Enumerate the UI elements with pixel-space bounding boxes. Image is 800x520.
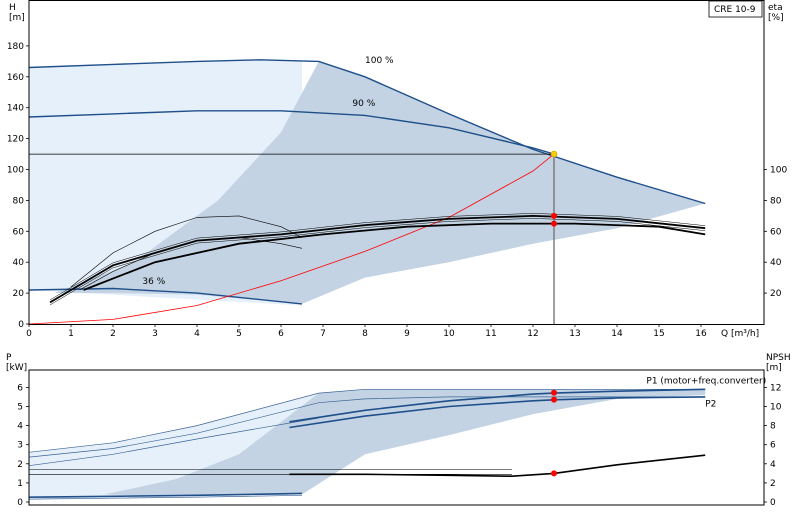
x-tick-label: 12: [527, 329, 538, 339]
x-tick-label: 2: [110, 329, 116, 339]
top-annotations: 100 % 90 % 36 %: [142, 56, 394, 287]
p2-90: [289, 396, 706, 429]
duty-point: [550, 150, 558, 158]
y2-tick-label: 40: [770, 258, 782, 268]
p-36-a: [28, 492, 303, 498]
power-tick-labels: 0 1 2 3 4 5 6: [17, 383, 29, 508]
x-tick-label: 1: [68, 329, 74, 339]
p-36-b: [28, 494, 303, 500]
x-tick-label: 6: [278, 329, 284, 339]
eta-3: [70, 215, 303, 288]
npsh-point: [551, 470, 557, 477]
power-tick-label: 5: [17, 403, 23, 413]
head-plot-frame: [28, 0, 765, 325]
power-annotation: P2: [705, 400, 716, 410]
y-tick-label: 60: [13, 227, 25, 237]
power-tick-label: 6: [17, 383, 23, 393]
x-tick-label: 13: [569, 329, 580, 339]
power-annotation: P1 (motor+freq.converter): [646, 377, 766, 387]
head-axis-label: H [m]: [9, 3, 25, 23]
npsh-tick-label: 6: [770, 441, 776, 451]
curve-annotation: 100 %: [365, 56, 394, 66]
x-tick-label: 15: [653, 329, 664, 339]
npsh-tick-label: 12: [770, 383, 781, 393]
power-tick-label: 1: [17, 479, 23, 489]
p2-point: [551, 396, 557, 403]
y-tick-label: 140: [7, 104, 24, 114]
x-tick-label: 0: [26, 329, 32, 339]
x-tick-label: 8: [362, 329, 368, 339]
eta-point-2: [551, 220, 557, 227]
y-tick-label: 180: [7, 42, 24, 52]
bottom-areas: [29, 389, 706, 499]
eta-1-edge-high: [49, 218, 706, 306]
npsh-tick-label: 2: [770, 479, 776, 489]
x-tick-label: 5: [236, 329, 242, 339]
npsh-tick-label: 10: [770, 403, 782, 413]
dark-band: [54, 61, 706, 304]
x-tick-label: 11: [485, 329, 496, 339]
p1-90: [289, 388, 706, 423]
eta-point-1: [551, 212, 557, 219]
power-tick-label: 4: [17, 422, 23, 432]
x-tick-label: 14: [611, 329, 623, 339]
y-tick-label: 160: [7, 73, 24, 83]
y-tick-labels: 0 20 40 60 80 100 120 140 160 180: [7, 42, 29, 330]
x-tick-label: 10: [443, 329, 455, 339]
p1-100: [28, 388, 706, 453]
y-tick-label: 100: [7, 166, 24, 176]
top-points: [550, 150, 558, 227]
power-plot-frame: [28, 369, 765, 506]
h-90: [28, 110, 555, 155]
eta-4: [79, 237, 303, 291]
y2-tick-label: 100: [770, 166, 787, 176]
y-tick-label: 120: [7, 135, 24, 145]
curve-annotation: 90 %: [352, 99, 375, 109]
y-tick-label: 40: [13, 258, 25, 268]
head-efficiency-panel: 0 1 2 3 4 5 6 7 8 9 10 11 12 13 14 15 16 020406080100120…: [7, 0, 787, 339]
npsh-axis-label: NPSH [m]: [766, 353, 791, 373]
bottom-annotations: P1 (motor+freq.converter) P2: [646, 377, 766, 410]
y2-tick-label: 20: [770, 289, 782, 299]
h-100: [28, 59, 706, 205]
y-tick-label: 0: [18, 320, 24, 330]
system-curve: [28, 153, 555, 325]
y-tick-label: 20: [13, 289, 25, 299]
npsh-tick-label: 8: [770, 422, 776, 432]
eta-1: [49, 214, 706, 304]
npsh-tick-label: 4: [770, 460, 776, 470]
npsh-tick-labels: 0 2 4 6 8 10 12: [764, 383, 782, 508]
x-tick-label: 7: [320, 329, 326, 339]
eta-2: [83, 222, 706, 291]
curve-annotation: 36 %: [142, 277, 165, 287]
eta-1-edge-low: [49, 213, 706, 301]
x-tick-labels: 0 1 2 3 4 5 6 7 8 9 10 11 12 13 14 15 16: [26, 324, 707, 339]
power-tick-label: 2: [17, 460, 23, 470]
y2-tick-label: 80: [770, 196, 782, 206]
eta-axis-label: eta [%]: [768, 3, 784, 23]
power-axis-label: P [kW]: [6, 353, 27, 373]
y2-tick-label: 60: [770, 227, 782, 237]
top-areas: [29, 59, 706, 306]
power-tick-label: 0: [17, 498, 23, 508]
flow-axis-label: Q [m³/h]: [721, 329, 759, 339]
power-tick-label: 3: [17, 441, 23, 451]
model-label: CRE 10-9: [714, 5, 756, 15]
p1-point: [551, 389, 557, 396]
x-tick-label: 4: [194, 329, 200, 339]
p-thin-3: [28, 417, 319, 467]
x-tick-label: 3: [152, 329, 158, 339]
y2-tick-labels: 20 40 60 80 100: [764, 166, 787, 299]
top-lines: [28, 59, 706, 325]
y-tick-label: 80: [13, 196, 25, 206]
bottom-points: [551, 389, 557, 477]
x-tick-label: 16: [695, 329, 707, 339]
x-tick-label: 9: [404, 329, 410, 339]
bottom-lines: [28, 388, 706, 500]
npsh-tick-label: 0: [770, 498, 776, 508]
p2-100: [28, 396, 706, 458]
model-label-box: [708, 0, 763, 18]
